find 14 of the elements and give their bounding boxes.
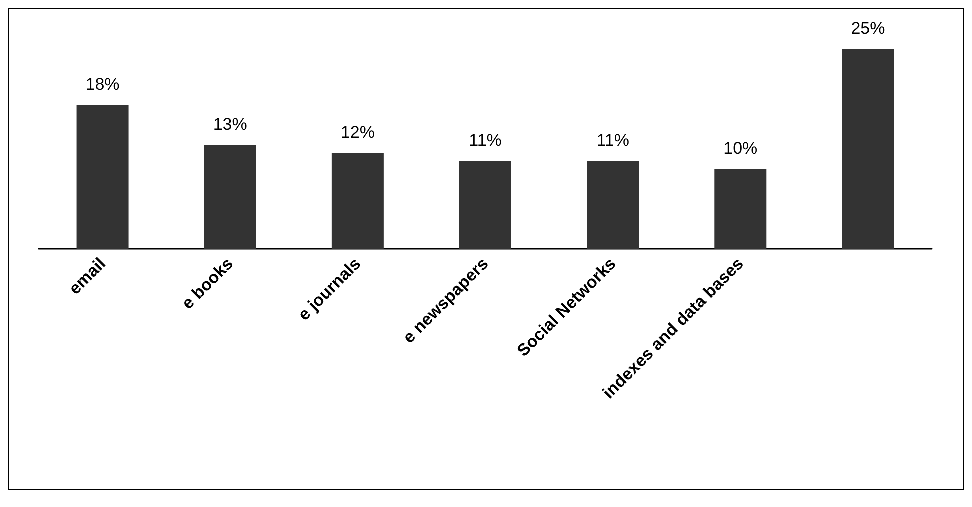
data-label: 13% xyxy=(213,115,248,134)
data-label: 18% xyxy=(86,75,120,94)
bar xyxy=(842,49,894,249)
data-label: 11% xyxy=(596,131,630,150)
bar xyxy=(714,169,767,249)
data-label: 12% xyxy=(340,123,375,142)
bar xyxy=(204,145,256,249)
data-label: 10% xyxy=(724,139,758,158)
data-label: 25% xyxy=(851,19,886,38)
bar xyxy=(460,161,512,249)
data-label: 11% xyxy=(469,131,502,150)
bar xyxy=(332,153,384,249)
bar xyxy=(76,105,129,249)
bar xyxy=(587,161,640,249)
